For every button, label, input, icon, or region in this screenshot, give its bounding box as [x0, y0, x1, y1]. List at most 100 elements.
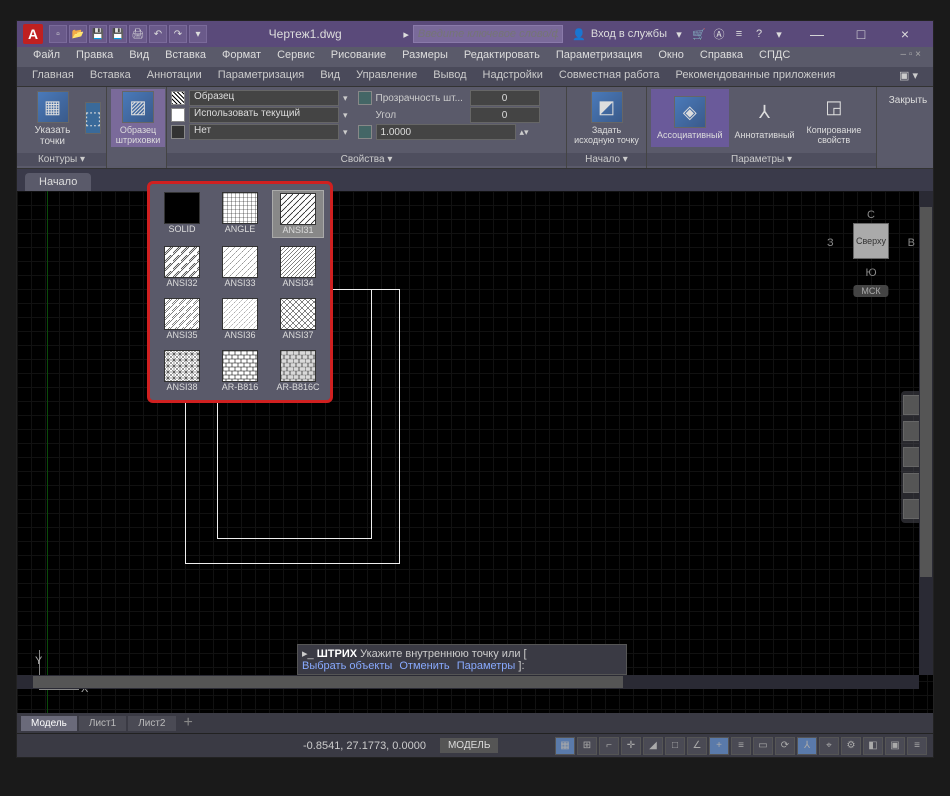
tab-insert[interactable]: Вставка	[83, 67, 138, 86]
qat-redo-icon[interactable]: ↷	[169, 25, 187, 43]
clean-icon[interactable]: ▣	[885, 737, 905, 755]
menu-format[interactable]: Формат	[214, 47, 269, 67]
qat-dropdown-icon[interactable]: ▾	[189, 25, 207, 43]
tab-layout2[interactable]: Лист2	[128, 716, 175, 731]
hatch-ansi36[interactable]: ANSI36	[214, 296, 266, 342]
app-logo[interactable]: A	[23, 24, 43, 44]
cart-icon[interactable]: 🛒	[691, 26, 707, 42]
pattern-dropdown[interactable]: Образец	[189, 90, 339, 106]
scrollbar-horizontal[interactable]	[17, 675, 919, 689]
tab-addins[interactable]: Надстройки	[476, 67, 550, 86]
assoc-button[interactable]: ◈ Ассоциативный	[651, 89, 729, 147]
hatch-ansi32[interactable]: ANSI32	[156, 244, 208, 290]
ortho-icon[interactable]: ⌐	[599, 737, 619, 755]
qat-saveas-icon[interactable]: 💾	[109, 25, 127, 43]
hatch-ansi34[interactable]: ANSI34	[272, 244, 324, 290]
lw-icon[interactable]: ≡	[731, 737, 751, 755]
tab-home[interactable]: Главная	[25, 67, 81, 86]
vc-face[interactable]: Сверху	[853, 223, 889, 259]
drop-icon[interactable]: ▾	[343, 127, 348, 138]
trans-input[interactable]	[470, 90, 540, 106]
app-icon[interactable]: Ⓐ	[711, 26, 727, 42]
menu-param[interactable]: Параметризация	[548, 47, 650, 67]
menu-spds[interactable]: СПДС	[751, 47, 798, 67]
scale-input[interactable]	[376, 124, 516, 140]
cloud-icon[interactable]: ≡	[731, 26, 747, 42]
otrack-icon[interactable]: ∠	[687, 737, 707, 755]
select-button[interactable]: ⬚	[84, 89, 102, 149]
hatch-angle[interactable]: ANGLE	[214, 190, 266, 238]
tab-collab[interactable]: Совместная работа	[552, 67, 667, 86]
cmd-opt-undo[interactable]: Отменить	[399, 660, 449, 672]
menu-edit[interactable]: Правка	[68, 47, 121, 67]
hatch-ansi37[interactable]: ANSI37	[272, 296, 324, 342]
trans-icon[interactable]: ▭	[753, 737, 773, 755]
scale-icon[interactable]: ⌖	[819, 737, 839, 755]
tab-model[interactable]: Модель	[21, 716, 77, 731]
vc-east[interactable]: В	[908, 237, 915, 249]
ws-icon[interactable]: ⚙	[841, 737, 861, 755]
tab-apps[interactable]: Рекомендованные приложения	[669, 67, 843, 86]
hatch-ar-b816c[interactable]: AR-B816C	[272, 348, 324, 394]
dropdown-icon[interactable]: ▾	[671, 26, 687, 42]
qat-open-icon[interactable]: 📂	[69, 25, 87, 43]
vc-north[interactable]: С	[867, 209, 875, 221]
menu-window[interactable]: Окно	[650, 47, 692, 67]
menu-service[interactable]: Сервис	[269, 47, 323, 67]
qat-save-icon[interactable]: 💾	[89, 25, 107, 43]
close-button[interactable]: ×	[883, 21, 927, 47]
hatch-ansi31[interactable]: ANSI31	[272, 190, 324, 238]
user-icon[interactable]: 👤	[571, 26, 587, 42]
vc-wcs[interactable]: МСК	[853, 285, 888, 297]
hatch-ansi35[interactable]: ANSI35	[156, 296, 208, 342]
hatch-pattern-button[interactable]: ▨ Образец штриховки	[111, 89, 165, 147]
tab-annot[interactable]: Аннотации	[140, 67, 209, 86]
hatch-ansi33[interactable]: ANSI33	[214, 244, 266, 290]
dropdown2-icon[interactable]: ▾	[771, 26, 787, 42]
snap-icon[interactable]: ⊞	[577, 737, 597, 755]
doc-tab-start[interactable]: Начало	[25, 173, 91, 191]
drop-icon[interactable]: ▾	[343, 110, 348, 121]
vc-south[interactable]: Ю	[865, 267, 876, 279]
annot-scale-icon[interactable]: ⅄	[797, 737, 817, 755]
tab-manage[interactable]: Управление	[349, 67, 424, 86]
tab-layout1[interactable]: Лист1	[79, 716, 126, 731]
minimize-button[interactable]: —	[795, 21, 839, 47]
iso-icon[interactable]: ◢	[643, 737, 663, 755]
viewcube[interactable]: С Ю З В Сверху МСК	[831, 209, 911, 299]
menu-draw[interactable]: Рисование	[323, 47, 394, 67]
menu-help[interactable]: Справка	[692, 47, 751, 67]
panel-origin-title[interactable]: Начало ▾	[567, 153, 646, 166]
menu-insert[interactable]: Вставка	[157, 47, 214, 67]
panel-props-title[interactable]: Свойства ▾	[167, 153, 566, 166]
bg-dropdown[interactable]: Нет	[189, 124, 339, 140]
tab-output[interactable]: Вывод	[426, 67, 473, 86]
login-link[interactable]: Вход в службы	[591, 28, 667, 40]
hatch-solid[interactable]: SOLID	[156, 190, 208, 238]
menu-dims[interactable]: Размеры	[394, 47, 456, 67]
model-button[interactable]: МОДЕЛЬ	[440, 738, 498, 753]
tab-param[interactable]: Параметризация	[211, 67, 311, 86]
qat-undo-icon[interactable]: ↶	[149, 25, 167, 43]
menubar-min-icon[interactable]: – ▫ ×	[896, 47, 925, 67]
menu-file[interactable]: Файл	[25, 47, 68, 67]
color-dropdown[interactable]: Использовать текущий	[189, 107, 339, 123]
monitor-icon[interactable]: ◧	[863, 737, 883, 755]
set-origin-button[interactable]: ◩ Задать исходную точку	[571, 89, 642, 147]
qat-print-icon[interactable]: 🖨	[129, 25, 147, 43]
qat-new-icon[interactable]: ▫	[49, 25, 67, 43]
pick-points-button[interactable]: ▦ Указать точки	[21, 89, 84, 149]
maximize-button[interactable]: □	[839, 21, 883, 47]
hatch-ansi38[interactable]: ANSI38	[156, 348, 208, 394]
panel-contours-title[interactable]: Контуры ▾	[17, 153, 106, 166]
custom-icon[interactable]: ≡	[907, 737, 927, 755]
close-hatch-button[interactable]: Закрыть	[881, 89, 935, 108]
bg-swatch[interactable]	[171, 125, 185, 139]
cmd-opt-params[interactable]: Параметры	[457, 660, 516, 672]
grid-icon[interactable]: ▦	[555, 737, 575, 755]
ribbon-expand-icon[interactable]: ▣ ▾	[892, 67, 925, 86]
annot-button[interactable]: ⅄ Аннотативный	[729, 89, 801, 147]
stepper-icon[interactable]: ▴▾	[520, 127, 529, 138]
cycle-icon[interactable]: ⟳	[775, 737, 795, 755]
drop-icon[interactable]: ▾	[343, 93, 348, 104]
